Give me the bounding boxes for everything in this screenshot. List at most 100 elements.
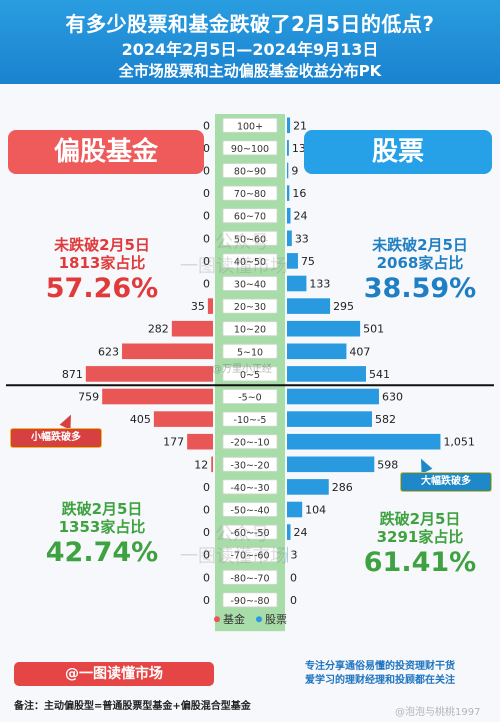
stock-below-pct: 61.41% [363, 547, 477, 578]
stock-value-label: 0 [290, 594, 297, 607]
watermark-corner: @泡泡与桃桃1997 [395, 707, 481, 718]
fund-bar [102, 388, 213, 405]
stock-below-line2: 3291家占比 [376, 528, 464, 546]
fund-bar [171, 320, 213, 337]
category-box [222, 140, 278, 156]
legend-stock-marker [256, 616, 262, 623]
category-label: 90~100 [231, 144, 269, 155]
page-title: 有多少股票和基金跌破了2月5日的低点? [65, 12, 435, 36]
fund-value-label: 0 [203, 255, 210, 268]
stock-bar [287, 501, 303, 518]
fund-above-stat: 未跌破2月5日 1813家占比 57.26% [22, 236, 182, 306]
category-box [222, 456, 278, 472]
stock-bar [287, 411, 372, 427]
slogan-line2: 爱学习的理财经理和投顾都在关注 [305, 675, 455, 686]
fund-above-line1: 未跌破2月5日 [54, 236, 150, 254]
callout-large-drop: 大幅跌破多 [400, 472, 492, 492]
fund-bar [153, 411, 213, 427]
category-label: 0~5 [240, 370, 260, 381]
slogan-block: 专注分享通俗易懂的投资理财干货 爱学习的理财经理和投顾都在关注 [268, 660, 492, 688]
category-box [222, 253, 278, 269]
footnote: 备注：主动偏股型=普通股票型基金+偏股混合型基金 [14, 701, 251, 712]
fund-value-label: 177 [163, 436, 184, 449]
fund-value-label: 0 [203, 165, 210, 178]
category-label: 50~60 [234, 234, 266, 245]
category-box [222, 524, 278, 540]
fund-value-label: 35 [191, 300, 205, 313]
category-label: 60~70 [234, 212, 266, 223]
category-label: 30~40 [234, 280, 266, 291]
category-box [222, 389, 278, 404]
fund-below-line1: 跌破2月5日 [61, 500, 143, 518]
stock-below-line1: 跌破2月5日 [379, 510, 461, 528]
stock-value-label: 3 [290, 549, 297, 562]
fund-bar [187, 433, 213, 450]
fund-value-label: 0 [203, 504, 210, 517]
fund-value-label: 0 [203, 481, 210, 494]
category-label: -80~-70 [231, 573, 270, 584]
stock-bar [287, 162, 289, 179]
category-label: 80~90 [234, 167, 266, 178]
watermark-weibo: @万里小正经 [212, 364, 272, 375]
fund-value-label: 282 [148, 323, 169, 336]
category-label: -10~-5 [234, 415, 267, 426]
stock-value-label: 598 [377, 458, 398, 471]
stock-bar [287, 388, 379, 405]
category-label: -50~-40 [231, 506, 270, 517]
stock-value-label: 33 [295, 232, 309, 245]
category-box [222, 298, 278, 314]
fund-below-line2: 1353家占比 [58, 518, 146, 536]
fund-below-stat: 跌破2月5日 1353家占比 42.74% [22, 500, 182, 570]
category-box [222, 343, 278, 359]
category-label: -90~-80 [231, 596, 270, 607]
stock-value-label: 133 [309, 278, 330, 291]
stock-bar [287, 253, 298, 269]
category-label: -5~0 [238, 393, 261, 404]
fund-above-pct: 57.26% [45, 273, 159, 304]
stock-bar [287, 343, 347, 360]
category-label: 70~80 [234, 189, 266, 200]
category-box [222, 434, 278, 450]
stock-value-label: 13 [292, 142, 306, 155]
stock-value-label: 630 [382, 391, 403, 404]
fund-value-label: 871 [62, 368, 83, 381]
stock-bar [287, 320, 361, 337]
fund-value-label: 12 [194, 458, 208, 471]
category-box [222, 479, 278, 495]
stock-value-label: 407 [349, 345, 370, 358]
category-box [222, 185, 278, 201]
category-label: -60~-50 [231, 528, 270, 539]
category-box [222, 276, 278, 291]
stock-above-pct: 38.59% [363, 273, 477, 304]
category-box [222, 547, 278, 563]
stock-value-label: 104 [305, 504, 326, 517]
stock-value-label: 286 [332, 481, 353, 494]
stock-value-label: 582 [375, 413, 396, 426]
stock-value-label: 24 [294, 210, 308, 223]
stock-bar [287, 298, 331, 314]
watermark-bottom-b: 一图读懂市场 [180, 546, 288, 567]
stock-value-label: 0 [290, 571, 297, 584]
category-box [222, 208, 278, 224]
stock-above-stat: 未跌破2月5日 2068家占比 38.59% [340, 236, 500, 306]
stock-label-box: 股票 [304, 130, 492, 174]
fund-value-label: 0 [203, 526, 210, 539]
fund-value-label: 759 [78, 391, 99, 404]
fund-bar [207, 298, 213, 314]
fund-value-label: 0 [203, 142, 210, 155]
stock-value-label: 541 [369, 368, 390, 381]
stock-bar [287, 185, 290, 201]
category-label: 100+ [237, 121, 263, 132]
brand-tag: @一图读懂市场 [14, 662, 214, 686]
watermark-top-a: 公众号 [215, 232, 269, 253]
stock-value-label: 16 [292, 187, 306, 200]
stock-value-label: 295 [333, 300, 354, 313]
fund-label-box: 偏股基金 [8, 130, 204, 174]
fund-bar [122, 343, 213, 360]
stock-value-label: 24 [294, 526, 308, 539]
category-box [222, 163, 278, 178]
stock-bar [287, 275, 307, 292]
fund-value-label: 0 [203, 278, 210, 291]
fund-value-label: 0 [203, 119, 210, 132]
